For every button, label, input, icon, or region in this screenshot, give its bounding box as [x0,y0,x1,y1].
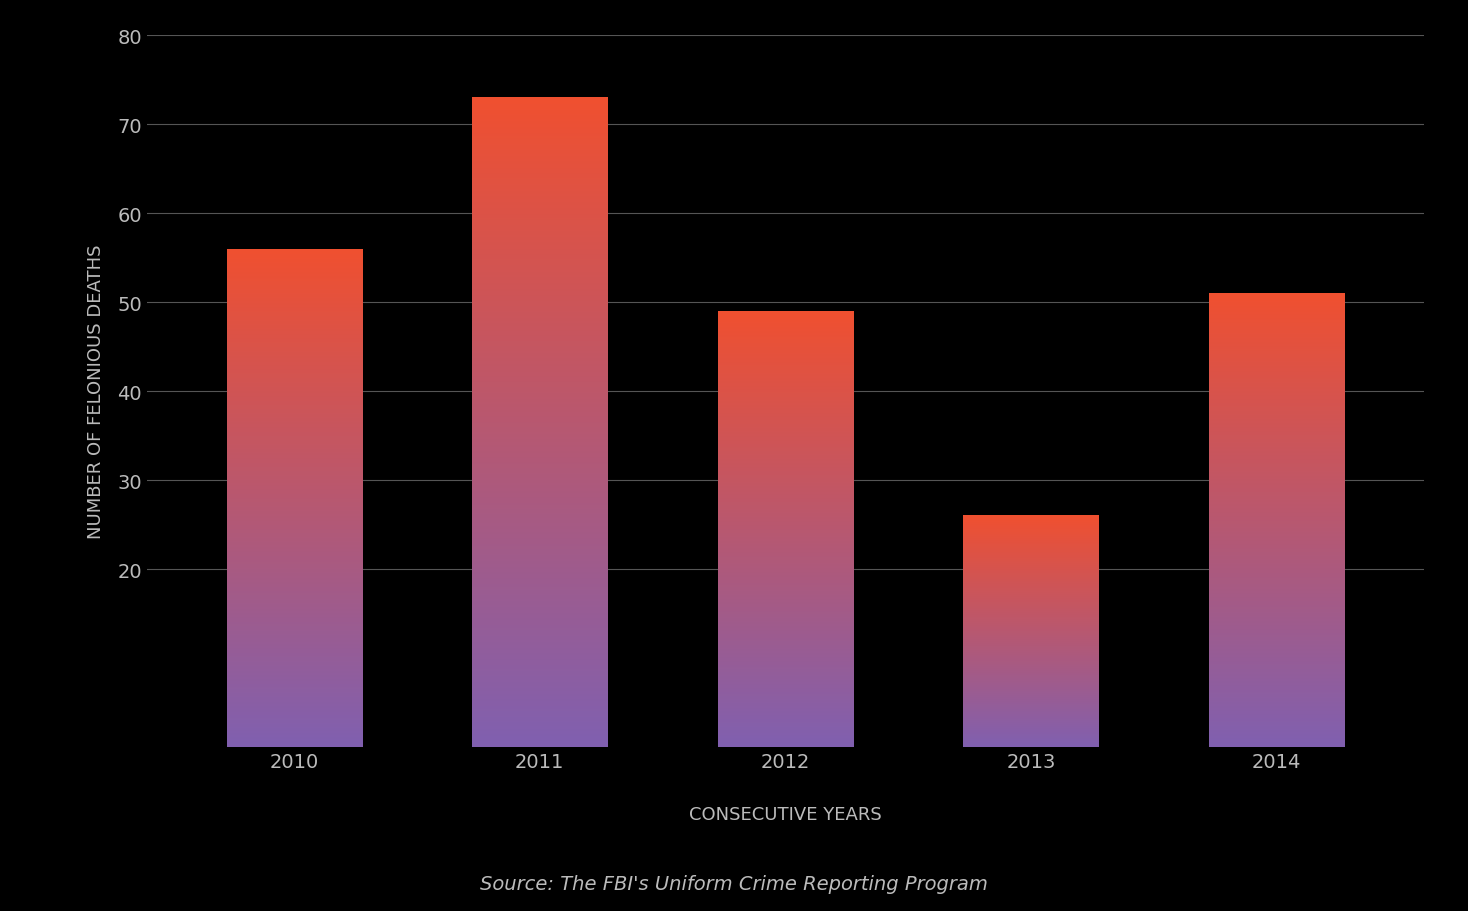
Text: Source: The FBI's Uniform Crime Reporting Program: Source: The FBI's Uniform Crime Reportin… [480,875,988,893]
Y-axis label: NUMBER OF FELONIOUS DEATHS: NUMBER OF FELONIOUS DEATHS [88,245,106,538]
X-axis label: CONSECUTIVE YEARS: CONSECUTIVE YEARS [688,805,882,824]
